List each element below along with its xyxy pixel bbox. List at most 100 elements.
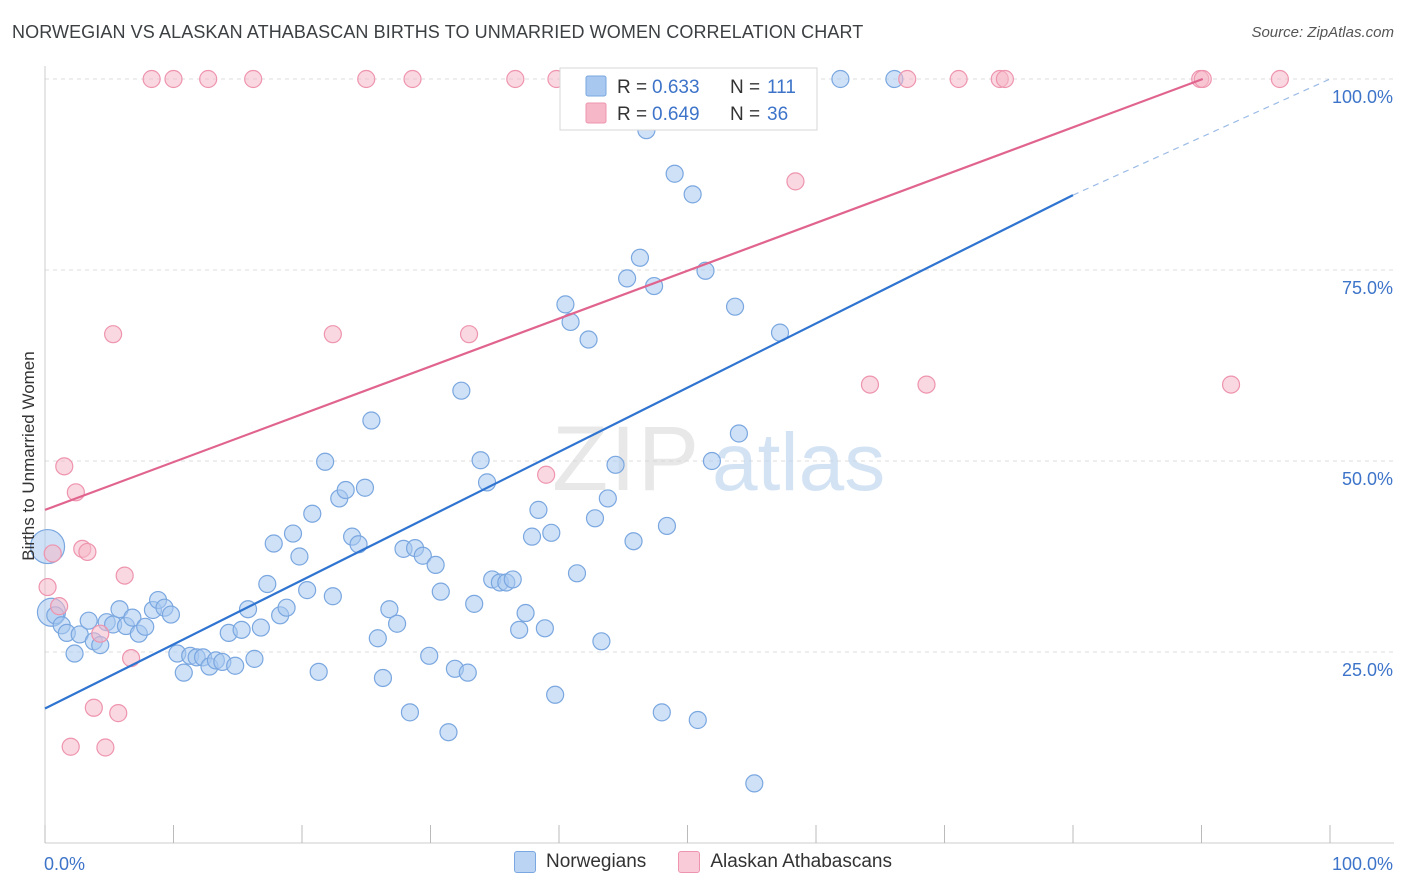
norwegian-point — [264, 534, 283, 553]
norwegian-point — [387, 614, 407, 633]
norwegian-point — [251, 618, 270, 637]
norwegian-point — [606, 455, 625, 474]
norwegian-point — [355, 478, 375, 497]
chart-title: NORWEGIAN VS ALASKAN ATHABASCAN BIRTHS T… — [12, 22, 864, 42]
athabascan-point — [50, 597, 69, 616]
athabascan-point — [323, 325, 342, 344]
legend-item-norwegians[interactable]: Norwegians — [513, 851, 647, 873]
norwegian-point — [303, 504, 322, 523]
norwegian-point — [323, 587, 342, 606]
norwegian-point — [400, 703, 420, 722]
athabascan-point — [786, 172, 805, 191]
athabascan-point — [244, 69, 263, 89]
legend-item-athabascans[interactable]: Alaskan Athabascans — [678, 851, 892, 873]
athabascan-point — [142, 69, 161, 89]
norwegian-point — [110, 600, 129, 619]
legend-swatch-norwegians — [585, 75, 607, 97]
norwegian-point — [232, 620, 251, 639]
norwegian-point — [592, 632, 611, 651]
norwegian-point — [624, 532, 643, 551]
norwegian-point — [290, 547, 309, 566]
norwegians-trendline — [44, 194, 1074, 710]
trend-layer — [44, 77, 1331, 710]
athabascan-point — [199, 69, 218, 89]
legend-n-value-1: 111 — [767, 77, 796, 98]
norwegian-point — [510, 620, 529, 639]
athabascan-point — [949, 69, 968, 89]
legend-swatch-athabascans — [585, 102, 607, 124]
norwegian-point — [316, 452, 335, 471]
legend-n-label-2: N = — [730, 104, 760, 125]
y-tick-label: 75.0% — [1342, 278, 1393, 298]
athabascan-point — [84, 698, 103, 717]
norwegian-point — [683, 185, 702, 204]
points-layer — [29, 69, 1289, 793]
legend-r-value-2: 0.649 — [652, 104, 700, 125]
athabascan-point — [403, 69, 422, 89]
norwegian-point — [618, 269, 637, 288]
norwegian-point — [452, 381, 471, 400]
norwegian-point — [380, 600, 399, 619]
norwegian-point — [439, 723, 458, 742]
norwegian-point — [657, 516, 677, 536]
norwegian-point — [245, 649, 264, 668]
athabascan-point — [104, 325, 123, 344]
legend-r-label-1: R = — [617, 77, 647, 98]
norwegian-point — [349, 535, 368, 554]
norwegian-point — [258, 574, 277, 594]
norwegian-point — [546, 685, 565, 704]
athabascan-point — [860, 375, 880, 394]
legend-r-label-2: R = — [617, 104, 647, 125]
norwegian-point — [426, 555, 445, 575]
norwegian-point — [688, 710, 707, 730]
norwegian-point — [458, 663, 477, 682]
norwegian-point — [503, 570, 522, 589]
norwegian-point — [174, 663, 193, 682]
norwegian-point — [336, 480, 355, 500]
legend-label-norwegians: Norwegians — [545, 851, 647, 872]
athabascan-point — [121, 649, 141, 668]
norwegian-point — [729, 424, 749, 443]
x-tick-label: 0.0% — [44, 854, 85, 874]
norwegian-point — [831, 69, 850, 89]
norwegian-point — [136, 617, 155, 636]
norwegian-point — [431, 582, 450, 601]
grid-layer — [45, 78, 1394, 653]
athabascan-point — [537, 465, 556, 484]
athabascan-point — [459, 325, 479, 344]
norwegian-point — [373, 668, 393, 688]
athabascan-point — [115, 566, 134, 585]
norwegian-point — [567, 564, 587, 583]
athabascan-point — [96, 738, 115, 757]
norwegian-point — [630, 248, 650, 267]
athabascans-swatch — [678, 851, 701, 873]
norwegian-point — [542, 523, 561, 542]
athabascan-point — [506, 69, 525, 89]
norwegian-point — [362, 411, 381, 430]
norwegian-point — [725, 297, 745, 316]
athabascan-point — [78, 542, 97, 562]
legend-box: R = 0.633 N = 111 R = 0.649 N = 36 — [559, 67, 818, 131]
norwegian-point — [522, 527, 542, 546]
norwegians-trendline-extension — [1072, 78, 1331, 196]
y-tick-label: 50.0% — [1342, 469, 1393, 489]
norwegian-point — [368, 629, 387, 648]
norwegian-point — [516, 603, 535, 623]
athabascan-point — [61, 737, 80, 756]
norwegian-point — [579, 330, 598, 349]
athabascan-point — [43, 544, 62, 563]
norwegian-point — [79, 611, 98, 630]
watermark-zip: ZIP — [552, 408, 701, 510]
axis-layer: 25.0% 50.0% 75.0% 100.0% 0.0% 100.0% — [44, 66, 1394, 874]
norwegian-point — [529, 500, 548, 519]
svg-text:R = 0.633 N =: R = 0.633 N = 111 R = 0.649 N = 36 — [617, 77, 801, 125]
athabascan-point — [917, 375, 936, 394]
norwegian-point — [556, 295, 575, 314]
legend-n-label-1: N = — [730, 77, 760, 98]
norwegian-point — [585, 509, 605, 528]
legend-r-value-1: 0.633 — [652, 77, 700, 98]
athabascan-point — [91, 624, 110, 643]
norwegian-point — [665, 164, 684, 183]
norwegian-point — [65, 644, 84, 663]
